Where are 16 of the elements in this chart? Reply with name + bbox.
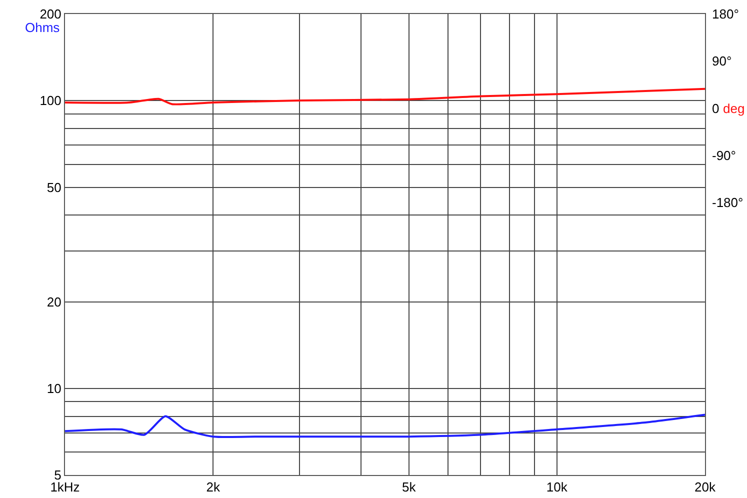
- y2-tick-label: 0: [712, 100, 720, 116]
- y2-axis-title: deg: [723, 101, 745, 116]
- y2-tick-label: -90°: [712, 148, 736, 163]
- x-tick-label: 10k: [546, 480, 568, 495]
- y-tick-label: 10: [46, 380, 62, 396]
- y-tick-label: 200: [40, 6, 62, 22]
- y2-tick-label: -180°: [712, 195, 744, 210]
- y2-tick-label: 90°: [712, 54, 732, 69]
- y-axis-title: Ohms: [25, 20, 60, 35]
- y-tick-label: 20: [46, 294, 62, 310]
- y2-tick-label: 180°: [712, 6, 739, 22]
- x-tick-label: 20k: [694, 480, 716, 495]
- x-tick-label: 2k: [206, 480, 220, 495]
- y-tick-label: 100: [40, 93, 62, 108]
- x-tick-label: 5k: [402, 480, 416, 495]
- y-tick-label: 50: [46, 180, 62, 195]
